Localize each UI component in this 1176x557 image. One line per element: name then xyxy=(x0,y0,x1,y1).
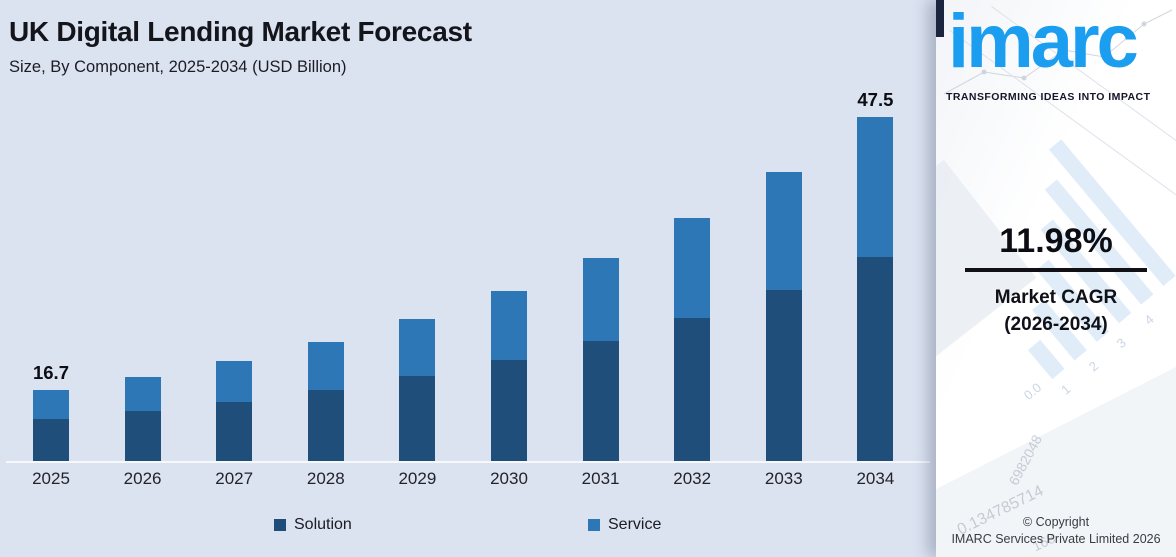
segment-solution-2025 xyxy=(33,419,69,461)
segment-solution-2028 xyxy=(307,390,344,461)
segment-solution-2032 xyxy=(674,318,711,461)
bar-2031 xyxy=(582,258,619,461)
copyright-note: © Copyright IMARC Services Private Limit… xyxy=(936,514,1176,548)
plot-area: 2025 2026 2027 2028 2029 2030 2031 2032 2033 2034… xyxy=(6,89,930,488)
segment-service-2028 xyxy=(307,342,344,390)
segment-service-2026 xyxy=(124,377,161,411)
chart-subtitle: Size, By Component, 2025-2034 (USD Billi… xyxy=(9,58,347,76)
legend-swatch-service xyxy=(588,519,600,531)
imarc-logo: imarc xyxy=(948,0,1139,84)
legend-label-service: Service xyxy=(608,516,662,533)
segment-solution-2030 xyxy=(491,360,527,461)
x-axis-line xyxy=(6,461,930,463)
x-axis-label-2025: 2025 xyxy=(32,469,70,488)
x-axis-label-2032: 2032 xyxy=(673,469,712,488)
data-label-2025: 16.7 xyxy=(32,362,69,383)
legend-swatch-solution xyxy=(274,519,286,531)
x-axis-label-2034: 2034 xyxy=(856,469,895,488)
segment-solution-2033 xyxy=(765,290,802,461)
segment-solution-2026 xyxy=(124,411,161,461)
segment-service-2027 xyxy=(216,361,253,402)
legend-item-service: Service xyxy=(588,516,661,534)
imarc-tagline: TRANSFORMING IDEAS INTO IMPACT xyxy=(946,91,1151,103)
x-axis-label-2027: 2027 xyxy=(215,469,254,488)
segment-solution-2029 xyxy=(399,376,436,461)
segment-solution-2027 xyxy=(216,402,253,461)
x-axis-label-2030: 2030 xyxy=(490,469,528,488)
bar-2033 xyxy=(765,172,802,461)
segment-service-2025 xyxy=(33,390,69,419)
bar-2034 xyxy=(857,117,894,461)
chart-title: UK Digital Lending Market Forecast xyxy=(9,16,472,47)
dotted-line-chart-watermark xyxy=(943,9,1173,95)
cagr-value: 11.98% xyxy=(999,222,1113,260)
cagr-block: 11.98% Market CAGR (2026-2034) xyxy=(936,222,1176,338)
x-axis-label-2028: 2028 xyxy=(306,469,345,488)
bar-2029 xyxy=(399,319,436,461)
x-axis-label-2026: 2026 xyxy=(123,469,162,488)
segment-service-2034 xyxy=(857,117,894,257)
cagr-label-line2: (2026-2034) xyxy=(1004,314,1108,335)
chart-panel: UK Digital Lending Market Forecast Size,… xyxy=(6,16,930,534)
data-label-2034: 47.5 xyxy=(857,89,894,110)
bar-2027 xyxy=(216,361,253,461)
bar-2025 xyxy=(33,390,69,461)
panel-content: imarc TRANSFORMING IDEAS INTO IMPACT 11.… xyxy=(936,0,1176,557)
segment-solution-2034 xyxy=(857,257,894,461)
legend-item-solution: Solution xyxy=(274,516,352,534)
legend-label-solution: Solution xyxy=(294,516,352,533)
copyright-line2: IMARC Services Private Limited 2026 xyxy=(951,532,1161,546)
bar-2028 xyxy=(307,342,344,461)
x-axis-label-2031: 2031 xyxy=(581,469,620,488)
copyright-line1: © Copyright xyxy=(1022,515,1090,529)
bar-2030 xyxy=(491,291,527,461)
cagr-label-line1: Market CAGR xyxy=(994,287,1118,308)
cagr-underline xyxy=(965,268,1147,272)
segment-service-2032 xyxy=(674,218,711,318)
segment-service-2030 xyxy=(491,291,527,360)
bar-2026 xyxy=(124,377,161,461)
bar-2032 xyxy=(674,218,711,461)
corner-accent-bar xyxy=(936,0,944,37)
x-axis-label-2029: 2029 xyxy=(398,469,437,488)
segment-service-2033 xyxy=(765,172,802,290)
segment-service-2029 xyxy=(399,319,436,376)
segment-solution-2031 xyxy=(582,341,619,461)
x-axis-label-2033: 2033 xyxy=(764,469,803,488)
segment-service-2031 xyxy=(582,258,619,341)
